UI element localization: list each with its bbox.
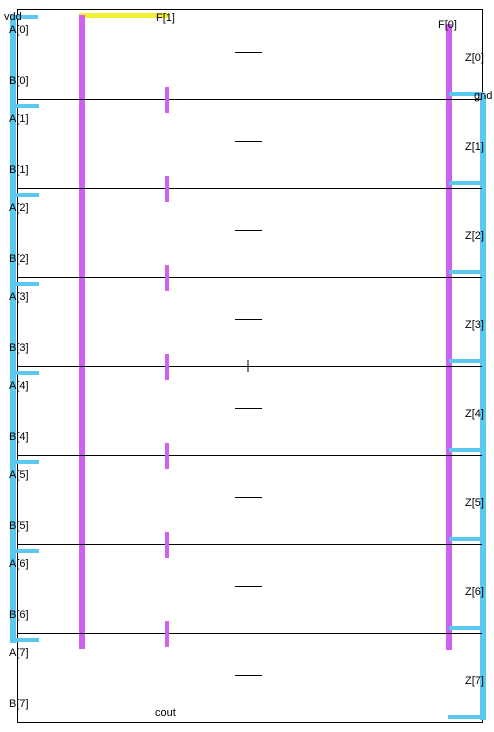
vdd-label: vdd: [4, 11, 22, 23]
input-a-label: A[5]: [9, 469, 29, 481]
bus-segment: [165, 176, 169, 202]
input-b-label: B[7]: [9, 698, 29, 710]
output-z-label: Z[1]: [465, 141, 484, 153]
input-a-label: A[3]: [9, 291, 29, 303]
vdd-row-stub: [10, 371, 39, 375]
cout-label: cout: [155, 707, 176, 719]
vdd-row-stub: [10, 104, 39, 108]
vdd-row-stub: [10, 638, 39, 642]
gnd-row-stub: [449, 270, 484, 274]
bus-segment: [165, 532, 169, 558]
f0-signal-bus: [446, 24, 452, 650]
input-b-label: B[6]: [9, 609, 29, 621]
f1-label: F[1]: [156, 12, 175, 24]
vdd-row-stub: [10, 282, 39, 286]
left-signal-bus: [79, 15, 85, 649]
vdd-row-stub: [10, 460, 39, 464]
input-b-label: B[3]: [9, 342, 29, 354]
output-z-label: Z[7]: [465, 675, 484, 687]
input-b-label: B[0]: [9, 75, 29, 87]
gnd-rail: [480, 95, 486, 720]
bus-segment: [165, 354, 169, 380]
bus-segment: [165, 87, 169, 113]
gnd-row-stub: [449, 537, 484, 541]
gnd-label: gnd: [474, 90, 492, 102]
gnd-row-stub: [449, 181, 484, 185]
vdd-row-stub: [10, 193, 39, 197]
bus-segment: [165, 265, 169, 291]
output-z-label: Z[3]: [465, 319, 484, 331]
output-z-label: Z[6]: [465, 586, 484, 598]
input-a-label: A[4]: [9, 380, 29, 392]
output-z-label: Z[0]: [465, 52, 484, 64]
bus-segment: [165, 443, 169, 469]
vdd-stub: [10, 15, 38, 19]
gnd-row-stub: [449, 359, 484, 363]
output-z-label: Z[4]: [465, 408, 484, 420]
f1-highlight-bar: [79, 13, 169, 18]
input-b-label: B[4]: [9, 431, 29, 443]
gnd-row-stub: [449, 92, 484, 96]
input-a-label: A[6]: [9, 558, 29, 570]
output-z-label: Z[2]: [465, 230, 484, 242]
gnd-row-stub: [449, 715, 484, 719]
gnd-row-stub: [449, 626, 484, 630]
input-b-label: B[2]: [9, 253, 29, 265]
input-b-label: B[5]: [9, 520, 29, 532]
bus-segment: [165, 621, 169, 647]
input-a-label: A[7]: [9, 647, 29, 659]
input-b-label: B[1]: [9, 164, 29, 176]
input-a-label: A[2]: [9, 202, 29, 214]
input-a-label: A[1]: [9, 113, 29, 125]
vdd-row-stub: [10, 549, 39, 553]
output-z-label: Z[5]: [465, 497, 484, 509]
input-a-label: A[0]: [9, 24, 29, 36]
vdd-rail: [10, 16, 16, 643]
gnd-row-stub: [449, 448, 484, 452]
f0-label: F[0]: [438, 19, 457, 31]
